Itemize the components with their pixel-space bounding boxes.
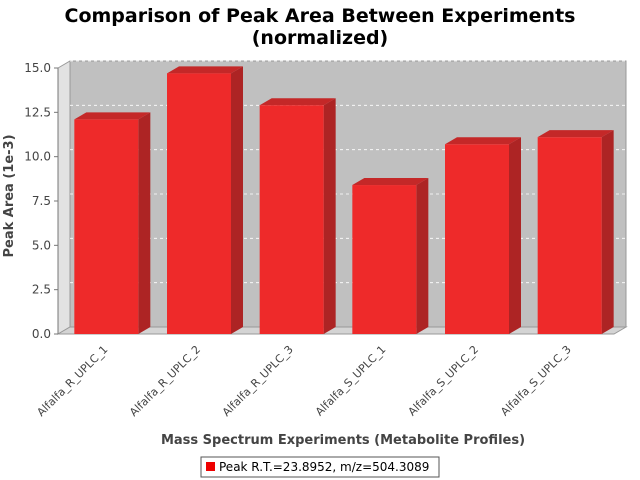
bar-top [74, 112, 151, 120]
y-tick-label: 2.5 [32, 283, 51, 297]
plot-area [56, 60, 628, 335]
legend: Peak R.T.=23.8952, m/z=504.3089 [200, 456, 440, 478]
y-axis-label: Peak Area (1e-3) [2, 134, 17, 257]
chart-title-line2: (normalized) [252, 27, 389, 49]
bar-side [323, 98, 336, 335]
x-tick-label: Alfalfa_S_UPLC_2 [406, 343, 482, 419]
bar-side [509, 137, 521, 334]
bar-6 [537, 130, 614, 334]
bar-side [231, 66, 243, 334]
bar-side [416, 178, 429, 334]
bar-top [259, 98, 336, 106]
y-axis-ticks: 0.0 2.5 5.0 7.5 10.0 12.5 15.0 [24, 61, 59, 341]
x-tick-label: Alfalfa_R_UPLC_2 [127, 343, 203, 419]
bar-front [167, 73, 231, 334]
y-tick-label: 15.0 [24, 61, 51, 75]
chart-title-line1: Comparison of Peak Area Between Experime… [65, 5, 576, 27]
x-tick-label: Alfalfa_S_UPLC_1 [313, 343, 389, 419]
x-tick-label: Alfalfa_R_UPLC_3 [220, 343, 296, 419]
legend-label: Peak R.T.=23.8952, m/z=504.3089 [219, 460, 429, 474]
y-tick-label: 10.0 [24, 150, 51, 164]
left-wall [57, 60, 71, 335]
legend-swatch [206, 462, 215, 471]
bar-3 [259, 98, 336, 335]
bar-1 [74, 112, 151, 334]
bar-front [352, 185, 417, 334]
y-tick-label: 0.0 [32, 327, 51, 341]
bar-5 [445, 137, 521, 334]
bar-top [167, 66, 243, 74]
bar-front [74, 119, 139, 334]
y-tick-label: 7.5 [32, 194, 51, 208]
bar-top [445, 137, 521, 145]
bar-side [601, 130, 614, 334]
bar-front [537, 137, 602, 334]
bar-side [138, 112, 151, 334]
bar-2 [167, 66, 243, 334]
legend-box [200, 456, 440, 478]
bar-top [537, 130, 614, 138]
x-tick-label: Alfalfa_R_UPLC_1 [34, 343, 110, 419]
bar-4 [352, 178, 429, 334]
y-tick-label: 12.5 [24, 105, 51, 119]
y-tick-label: 5.0 [32, 238, 51, 252]
x-axis-ticks: Alfalfa_R_UPLC_1 Alfalfa_R_UPLC_2 Alfalfa_… [34, 343, 573, 419]
bar-top [352, 178, 429, 186]
bar-front [445, 144, 509, 334]
x-axis-label: Mass Spectrum Experiments (Metabolite Pr… [161, 433, 525, 448]
x-tick-label: Alfalfa_S_UPLC_3 [498, 343, 574, 419]
bar-front [259, 105, 324, 335]
bars [74, 66, 614, 335]
